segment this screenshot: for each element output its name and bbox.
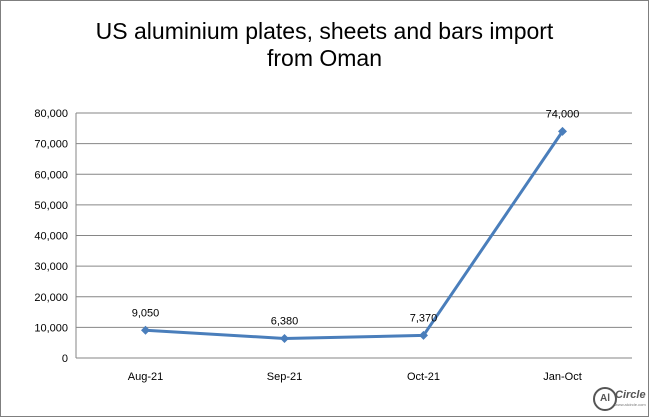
logo-sub: www.alcircle.com [615, 402, 646, 407]
chart-title: US aluminium plates, sheets and bars imp… [0, 18, 649, 72]
y-tick-label: 40,000 [34, 231, 68, 243]
y-tick-label: 80,000 [34, 108, 68, 120]
x-tick-label: Sep-21 [267, 371, 302, 383]
logo-ring-icon: Al [593, 387, 617, 411]
chart-title-line1: US aluminium plates, sheets and bars imp… [95, 18, 554, 44]
data-point-marker [558, 126, 567, 136]
y-tick-label: 60,000 [34, 169, 68, 181]
data-label: 6,380 [271, 315, 299, 327]
data-point-marker [419, 330, 428, 340]
y-tick-label: 30,000 [34, 261, 68, 273]
alcircle-logo: Al Circle www.alcircle.com [593, 385, 646, 413]
y-tick-label: 50,000 [34, 200, 68, 212]
y-axis-tick-labels: 0 10,000 20,000 30,000 40,000 50,000 60,000 70,… [34, 108, 68, 365]
data-point-marker [141, 325, 150, 335]
data-label: 9,050 [132, 307, 160, 319]
x-tick-label: Jan-Oct [543, 371, 582, 383]
data-point-marker [280, 333, 289, 343]
data-points [141, 126, 567, 343]
x-tick-label: Aug-21 [128, 371, 163, 383]
data-label: 7,370 [410, 312, 438, 324]
y-tick-label: 10,000 [34, 322, 68, 334]
series-line-path [145, 130, 564, 340]
series-line [145, 130, 564, 340]
y-tick-label: 20,000 [34, 292, 68, 304]
logo-word: Circle [615, 389, 646, 401]
data-labels: 9,050 6,380 7,370 74,000 [132, 108, 580, 327]
y-tick-label: 70,000 [34, 139, 68, 151]
chart-title-line2: from Oman [266, 45, 383, 71]
data-label: 74,000 [546, 108, 580, 120]
grid-lines [75, 112, 632, 359]
y-tick-label: 0 [62, 353, 68, 365]
x-tick-label: Oct-21 [407, 371, 440, 383]
x-axis-tick-labels: Aug-21 Sep-21 Oct-21 Jan-Oct [128, 371, 582, 383]
